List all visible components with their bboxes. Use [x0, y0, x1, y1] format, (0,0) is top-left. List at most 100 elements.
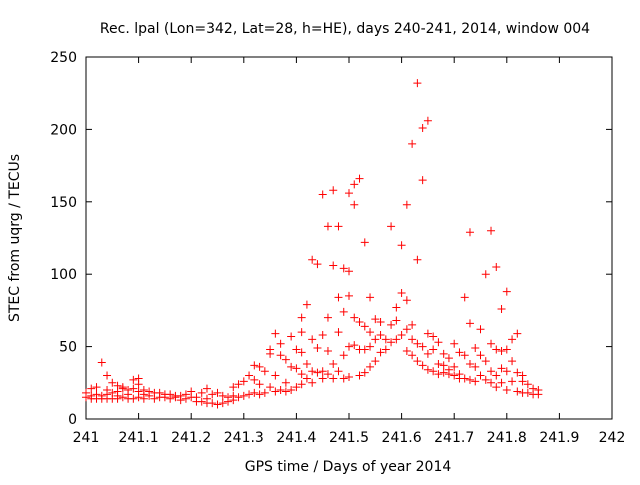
data-point	[208, 390, 217, 399]
data-point	[292, 383, 301, 392]
data-point	[492, 345, 501, 354]
data-point	[355, 371, 364, 380]
y-tick-label: 250	[50, 50, 77, 66]
data-point	[82, 393, 90, 402]
data-point	[260, 367, 269, 376]
data-point	[323, 370, 332, 379]
data-point	[134, 380, 143, 389]
data-point	[313, 344, 322, 353]
data-point	[308, 255, 317, 264]
data-point	[423, 329, 432, 338]
data-point	[255, 380, 264, 389]
data-point	[481, 270, 490, 279]
data-point	[444, 354, 453, 363]
data-point	[202, 384, 211, 393]
data-point	[518, 377, 527, 386]
data-point	[402, 200, 411, 209]
data-point	[502, 345, 511, 354]
data-point	[218, 399, 227, 408]
data-point	[334, 222, 343, 231]
data-point	[266, 383, 275, 392]
x-axis-title: GPS time / Days of year 2014	[245, 459, 452, 475]
data-point	[213, 388, 222, 397]
data-point	[392, 303, 401, 312]
data-point	[255, 362, 264, 371]
data-point	[513, 387, 522, 396]
data-point	[92, 383, 101, 392]
data-point	[229, 396, 238, 405]
data-point	[523, 380, 532, 389]
data-point	[397, 289, 406, 298]
data-point	[350, 200, 359, 209]
data-point	[118, 383, 127, 392]
data-point	[218, 391, 227, 400]
data-point	[339, 374, 348, 383]
data-point	[245, 371, 254, 380]
data-point	[139, 394, 148, 403]
data-point	[413, 339, 422, 348]
data-point	[392, 335, 401, 344]
data-point	[497, 304, 506, 313]
data-point	[502, 287, 511, 296]
data-point	[444, 370, 453, 379]
data-point	[397, 241, 406, 250]
data-point	[345, 373, 353, 382]
data-point	[418, 176, 427, 185]
x-tick-label: 241.7	[434, 430, 474, 446]
data-point	[276, 386, 285, 395]
data-point	[408, 320, 417, 329]
data-point	[329, 359, 338, 368]
data-point	[345, 342, 353, 351]
data-point	[471, 362, 480, 371]
data-point	[345, 189, 353, 198]
data-point	[387, 320, 396, 329]
data-point	[229, 383, 238, 392]
data-point	[381, 345, 390, 354]
data-point	[439, 368, 448, 377]
data-point	[145, 391, 154, 400]
data-point	[502, 367, 511, 376]
data-point	[239, 377, 248, 386]
data-point	[434, 370, 443, 379]
data-point	[302, 374, 311, 383]
data-point	[460, 293, 469, 302]
data-point	[434, 338, 443, 347]
data-point	[429, 332, 438, 341]
data-point	[287, 332, 296, 341]
data-point	[439, 361, 448, 370]
data-point	[171, 393, 180, 402]
data-point	[281, 387, 290, 396]
data-point	[508, 357, 517, 366]
data-point	[487, 367, 496, 376]
data-point	[234, 380, 243, 389]
data-point	[297, 328, 306, 337]
data-point	[350, 180, 359, 189]
y-tick-label: 200	[50, 122, 77, 138]
data-point	[465, 228, 474, 237]
data-point	[371, 315, 380, 324]
data-point	[418, 123, 427, 132]
data-point	[481, 357, 490, 366]
data-point	[460, 351, 469, 360]
data-point	[87, 384, 96, 393]
data-point	[402, 296, 411, 305]
data-point	[455, 348, 464, 357]
data-point	[271, 329, 280, 338]
data-point	[523, 388, 532, 397]
data-point	[492, 262, 501, 271]
data-point	[113, 394, 122, 403]
x-tick-label: 241.5	[329, 430, 369, 446]
data-point	[476, 325, 485, 334]
data-point	[250, 361, 259, 370]
chart-title: Rec. lpal (Lon=342, Lat=28, h=HE), days …	[100, 21, 590, 37]
y-tick-label: 100	[50, 267, 77, 283]
data-point	[281, 355, 290, 364]
data-point	[534, 390, 543, 399]
data-point	[166, 394, 175, 403]
data-point	[339, 264, 348, 273]
data-point	[366, 328, 375, 337]
data-point	[434, 359, 443, 368]
data-point	[318, 374, 327, 383]
x-tick-label: 242	[599, 430, 626, 446]
data-point	[487, 226, 496, 235]
